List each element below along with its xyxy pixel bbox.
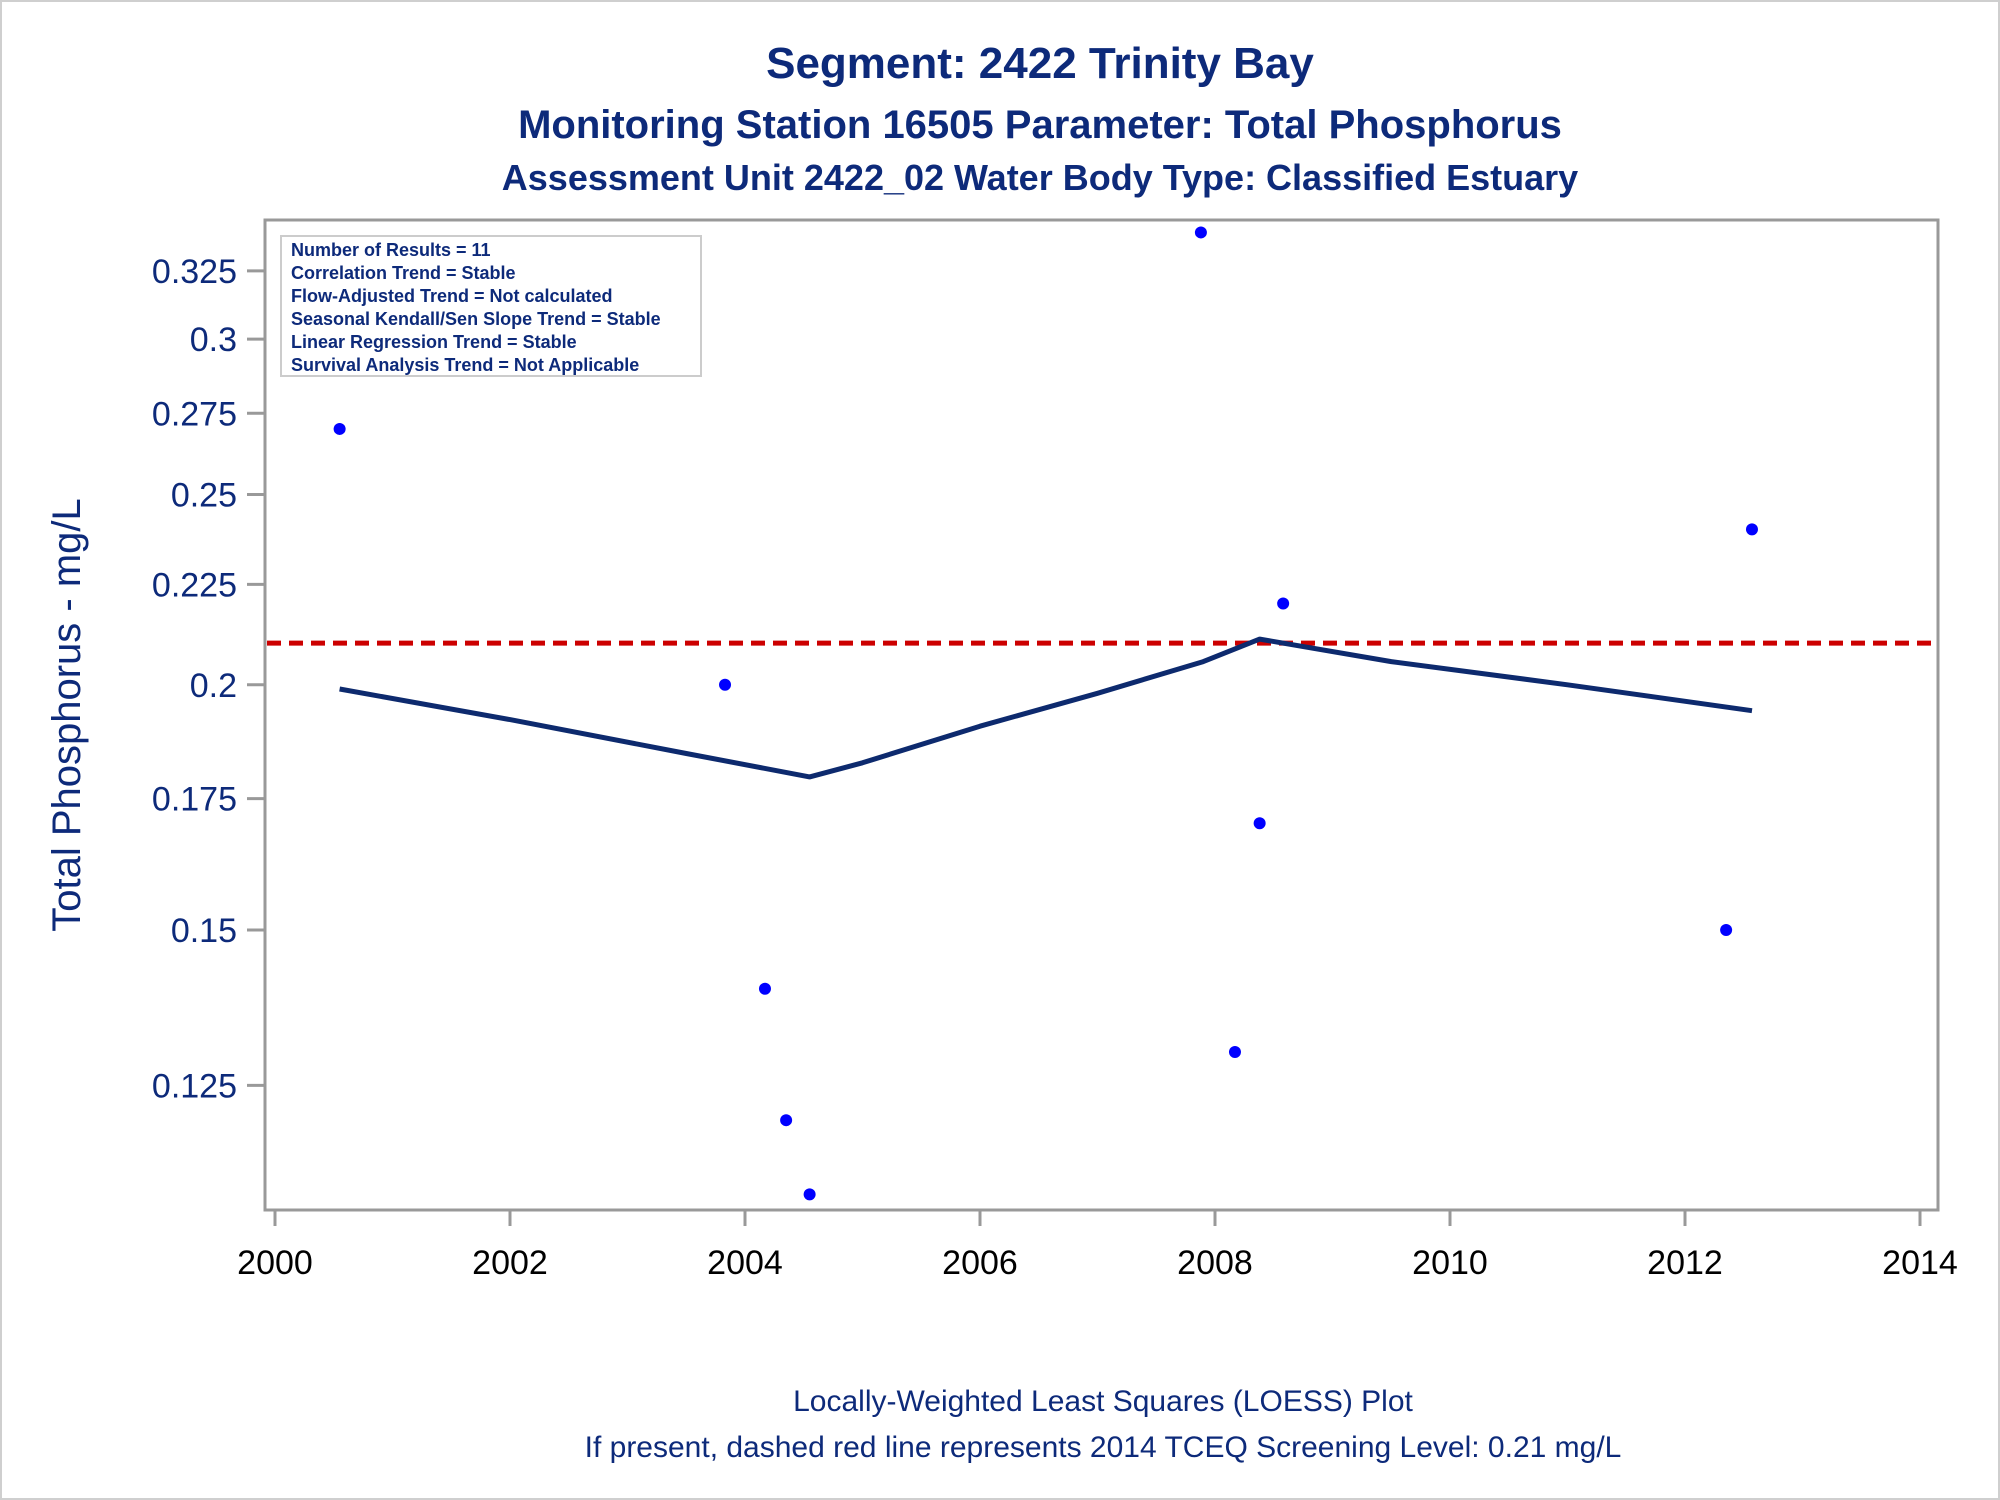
y-axis-label: Total Phosphorus - mg/L — [45, 498, 89, 932]
data-point — [1277, 597, 1290, 610]
y-tick-label: 0.275 — [152, 395, 237, 433]
footnote-1: Locally-Weighted Least Squares (LOESS) P… — [793, 1385, 1413, 1418]
stats-legend: Number of Results = 11 Correlation Trend … — [280, 235, 702, 377]
stats-line: Flow-Adjusted Trend = Not calculated — [291, 286, 613, 306]
y-tick-label: 0.175 — [152, 781, 237, 819]
y-tick-label: 0.125 — [152, 1067, 237, 1105]
data-point — [780, 1114, 793, 1127]
y-tick-label: 0.25 — [171, 477, 237, 515]
data-point — [333, 422, 346, 435]
data-point — [1228, 1045, 1241, 1058]
data-point — [1720, 923, 1733, 936]
stats-line: Seasonal Kendall/Sen Slope Trend = Stabl… — [291, 309, 661, 329]
data-point — [803, 1188, 816, 1201]
y-axis: 0.125 0.15 0.175 0.2 0.225 0.25 0.275 0.3 0.325 — [152, 253, 265, 1105]
x-axis: 2000 2002 2004 2006 2008 2010 2012 2014 — [237, 1210, 1958, 1282]
y-tick-label: 0.15 — [171, 912, 237, 950]
data-point — [758, 982, 771, 995]
y-tick-label: 0.225 — [152, 566, 237, 604]
x-tick-label: 2010 — [1412, 1244, 1488, 1282]
x-tick-label: 2014 — [1882, 1244, 1958, 1282]
stats-legend-box — [280, 235, 702, 377]
data-point — [1745, 523, 1758, 536]
x-tick-label: 2004 — [707, 1244, 783, 1282]
stats-line: Number of Results = 11 — [291, 240, 491, 260]
stats-line: Linear Regression Trend = Stable — [291, 332, 577, 352]
plot-area — [263, 218, 1940, 1212]
x-tick-label: 2012 — [1647, 1244, 1723, 1282]
data-point — [719, 678, 732, 691]
data-point — [1253, 817, 1266, 830]
x-tick-label: 2008 — [1177, 1244, 1253, 1282]
chart-title: Segment: 2422 Trinity Bay — [766, 39, 1314, 88]
data-point — [1194, 226, 1207, 239]
stats-line: Correlation Trend = Stable — [291, 263, 516, 283]
data-points — [333, 226, 1758, 1201]
x-tick-label: 2006 — [942, 1244, 1018, 1282]
stats-line: Survival Analysis Trend = Not Applicable — [291, 355, 639, 375]
footnote-2: If present, dashed red line represents 2… — [585, 1431, 1622, 1464]
chart-subtitle-2: Assessment Unit 2422_02 Water Body Type:… — [502, 157, 1578, 198]
x-tick-label: 2002 — [472, 1244, 548, 1282]
chart-subtitle-1: Monitoring Station 16505 Parameter: Tota… — [518, 103, 1562, 147]
x-tick-label: 2000 — [237, 1244, 313, 1282]
loess-curve — [339, 636, 1753, 780]
y-tick-label: 0.3 — [190, 321, 237, 359]
y-tick-label: 0.325 — [152, 253, 237, 291]
y-tick-label: 0.2 — [190, 667, 237, 705]
